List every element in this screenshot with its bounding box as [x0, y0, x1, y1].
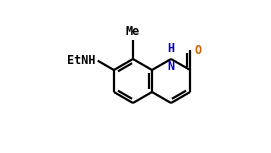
Text: N: N — [167, 60, 175, 73]
Text: O: O — [194, 44, 201, 57]
Text: H: H — [167, 42, 175, 55]
Text: EtNH: EtNH — [67, 54, 96, 67]
Text: Me: Me — [126, 25, 140, 38]
